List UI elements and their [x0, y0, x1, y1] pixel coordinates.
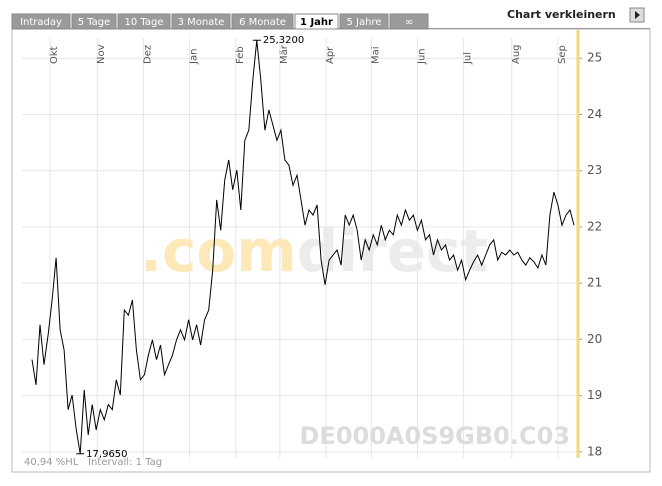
extreme-label: 17,9650	[86, 449, 127, 460]
x-tick-label: Okt	[49, 46, 60, 64]
tab[interactable]	[294, 13, 339, 30]
x-tick-label: Apr	[325, 46, 336, 64]
y-tick-label: 19	[587, 388, 602, 402]
tab-label[interactable]: 5 Tage	[78, 17, 111, 28]
tab-label[interactable]: 6 Monate	[239, 17, 286, 28]
x-tick-label: Mai	[370, 46, 381, 64]
tab-label[interactable]: 5 Jahre	[347, 17, 382, 28]
x-tick-label: Mär	[279, 44, 290, 64]
y-tick-label: 25	[587, 51, 602, 65]
tab-label[interactable]: ∞	[405, 17, 413, 28]
x-tick-label: Jun	[416, 48, 427, 65]
interval-info: Intervall: 1 Tag	[88, 457, 162, 468]
extreme-label: 25,3200	[263, 35, 304, 46]
x-tick-label: Jan	[189, 49, 200, 65]
x-tick-label: Jul	[463, 52, 474, 65]
y-tick-label: 23	[587, 163, 602, 177]
shrink-label[interactable]: Chart verkleinern	[507, 8, 616, 21]
shrink-arrow	[635, 11, 640, 19]
tab[interactable]	[71, 13, 117, 30]
tab-bar: Intraday 5 Tage 10 Tage 3 Monate 6 Monate 1 J…	[11, 13, 429, 30]
plot: 18 19 20 21 22 23 24 25 Okt Nov Dez Jan Feb Mär Apr Mai…	[22, 30, 602, 460]
tab-label[interactable]: Intraday	[20, 17, 62, 28]
tab-label[interactable]: 3 Monate	[178, 17, 225, 28]
y-tick-label: 21	[587, 276, 602, 290]
range-info: 40,94 %HL	[24, 457, 79, 468]
tab[interactable]	[389, 13, 429, 30]
chart-frame	[11, 28, 651, 473]
watermark: .comdirect	[140, 217, 488, 285]
tab-label[interactable]: 10 Tage	[125, 17, 164, 28]
x-tick-label: Sep	[557, 45, 568, 64]
x-tick-label: Aug	[511, 44, 522, 64]
tab-label[interactable]: 1 Jahr	[300, 17, 333, 28]
price-line	[31, 40, 575, 454]
x-tick-label: Dez	[142, 45, 153, 64]
tab[interactable]	[117, 13, 171, 30]
y-tick-label: 22	[587, 219, 602, 233]
x-tick-label: Nov	[96, 44, 107, 64]
y-tick-label: 18	[587, 444, 602, 458]
tab[interactable]	[231, 13, 294, 30]
symbol: DE000A0S9GB0.C03	[300, 422, 571, 450]
tab[interactable]	[11, 13, 71, 30]
y-tick-label: 24	[587, 107, 602, 121]
tab[interactable]	[339, 13, 389, 30]
y-tick-label: 20	[587, 332, 602, 346]
x-tick-label: Feb	[235, 46, 246, 64]
tab[interactable]	[171, 13, 231, 30]
